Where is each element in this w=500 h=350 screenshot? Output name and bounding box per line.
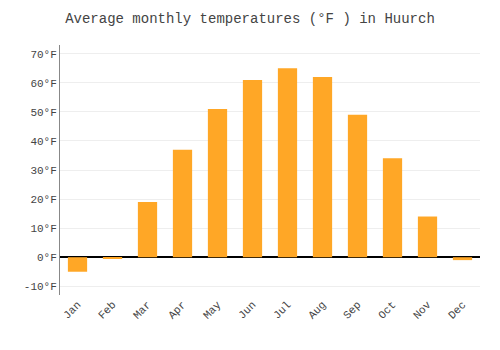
svg-text:Apr: Apr [166, 299, 188, 321]
svg-text:Sep: Sep [341, 299, 363, 321]
svg-text:50°F: 50°F [30, 107, 56, 119]
svg-text:20°F: 20°F [30, 194, 56, 206]
svg-text:Oct: Oct [376, 299, 398, 321]
svg-text:-10°F: -10°F [24, 281, 57, 293]
svg-text:Aug: Aug [306, 299, 328, 321]
svg-text:Jul: Jul [271, 299, 293, 321]
svg-text:Average monthly temperatures (: Average monthly temperatures (°F ) in Hu… [65, 11, 435, 27]
svg-text:60°F: 60°F [30, 78, 56, 90]
svg-text:Dec: Dec [446, 299, 468, 321]
svg-text:30°F: 30°F [30, 165, 56, 177]
svg-text:0°F: 0°F [37, 252, 57, 264]
svg-text:May: May [201, 299, 224, 322]
svg-text:10°F: 10°F [30, 223, 56, 235]
svg-text:70°F: 70°F [30, 49, 56, 61]
svg-text:Jun: Jun [236, 299, 258, 321]
svg-text:Jan: Jan [61, 299, 83, 321]
svg-text:40°F: 40°F [30, 136, 56, 148]
svg-text:Feb: Feb [96, 299, 118, 321]
svg-text:Nov: Nov [411, 299, 434, 322]
svg-text:Mar: Mar [131, 299, 153, 321]
